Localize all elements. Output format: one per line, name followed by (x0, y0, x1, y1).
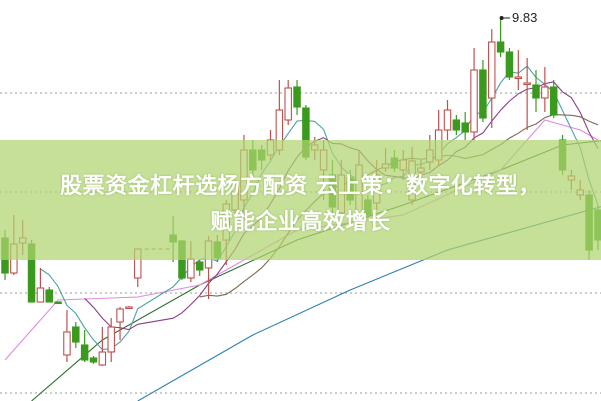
candle-down (452, 119, 461, 131)
high-price-label: 9.83 (512, 10, 538, 25)
candle-up (63, 331, 71, 356)
candle-down (45, 289, 53, 303)
candle-down (80, 344, 89, 361)
candle-down (479, 69, 487, 119)
candle-down (496, 41, 505, 53)
candle-up (443, 109, 452, 131)
candle-down (461, 122, 469, 133)
title-line-2: 赋能企业高效增长 (210, 210, 391, 235)
candle-up (284, 87, 292, 121)
candle-down (532, 84, 540, 99)
candle-down (549, 86, 558, 116)
high-marker-dot (499, 16, 504, 20)
candle-up (514, 76, 523, 80)
candle-up (187, 258, 195, 279)
candle-down (293, 86, 301, 108)
candle-up (470, 69, 478, 133)
candle-up (116, 308, 124, 323)
candle-up (36, 287, 45, 303)
candle-down (72, 326, 80, 343)
candle-up (98, 351, 107, 366)
title-banner: 股票资金杠杆选杨方配资 云上策：数字化转型， 赋能企业高效增长 (0, 140, 601, 260)
candle-up (487, 41, 496, 99)
candle-up (125, 306, 133, 310)
candle-down (195, 261, 204, 271)
candle-down (54, 301, 62, 305)
candle-down (89, 357, 98, 363)
candle-down (505, 51, 514, 78)
candle-up (523, 82, 531, 86)
title-line-1: 股票资金杠杆选杨方配资 云上策：数字化转型， (60, 174, 541, 199)
candle-up (541, 86, 549, 99)
candle-up (107, 326, 115, 353)
